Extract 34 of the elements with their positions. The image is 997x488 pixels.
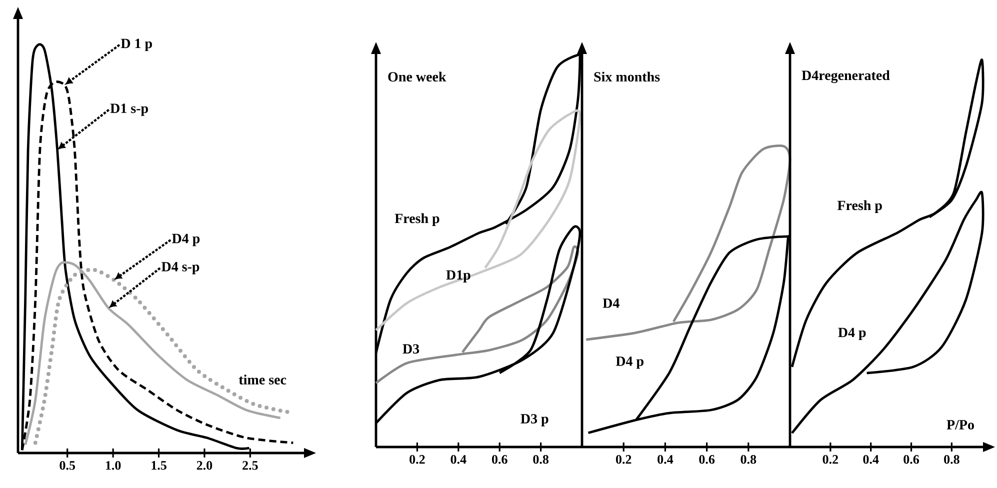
text: One week (388, 72, 446, 82)
x-tick-label: 0.6 (699, 455, 715, 464)
x-tick-label: 0.4 (658, 455, 674, 464)
annotation: D3 (402, 344, 420, 354)
x-tick-label: 0.8 (944, 455, 960, 464)
x-axis-title: time sec (238, 374, 286, 384)
x-tick-label: 0.2 (410, 455, 425, 464)
x-tick-label: 0.2 (616, 455, 632, 464)
x-axis-title: P/Po (946, 420, 974, 430)
x-tick-label: 0.6 (904, 455, 920, 464)
text: D4regenerated (802, 70, 890, 84)
x-tick-label: 1.5 (152, 461, 166, 470)
annotation: D4 (602, 298, 620, 308)
x-tick-label: 1.0 (106, 461, 121, 470)
annotation: D4 s-p (161, 262, 200, 274)
annotation: D4 p (616, 356, 644, 369)
annotation: D4 p (172, 234, 200, 246)
x-tick-label: 0.2 (822, 455, 838, 464)
x-tick-label: 2.0 (196, 461, 212, 470)
chart-title: Six months (594, 72, 660, 82)
x-tick-label: 0.8 (740, 455, 756, 464)
annotation: D3 p (520, 414, 548, 426)
x-tick-label: 0.5 (60, 461, 76, 470)
annotation: D1 s-p (110, 104, 148, 116)
x-tick-label: 0.4 (450, 455, 466, 464)
annotation: Fresh p (394, 213, 440, 226)
x-tick-label: 0.8 (533, 455, 548, 464)
annotation: D 1 p (120, 38, 152, 52)
annotation: D1p (446, 270, 470, 283)
annotation: D4 p (838, 328, 866, 340)
x-tick-label: 0.4 (863, 455, 879, 464)
x-tick-label: 2.5 (242, 461, 258, 470)
annotation: Fresh p (837, 200, 882, 214)
x-tick-label: 0.6 (492, 455, 508, 464)
